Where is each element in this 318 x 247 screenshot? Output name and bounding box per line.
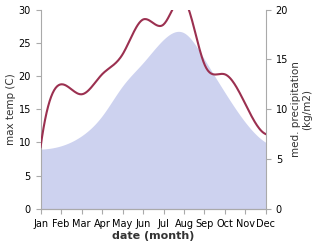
Y-axis label: med. precipitation
(kg/m2): med. precipitation (kg/m2) [291,61,313,157]
Y-axis label: max temp (C): max temp (C) [5,73,16,145]
X-axis label: date (month): date (month) [112,231,194,242]
